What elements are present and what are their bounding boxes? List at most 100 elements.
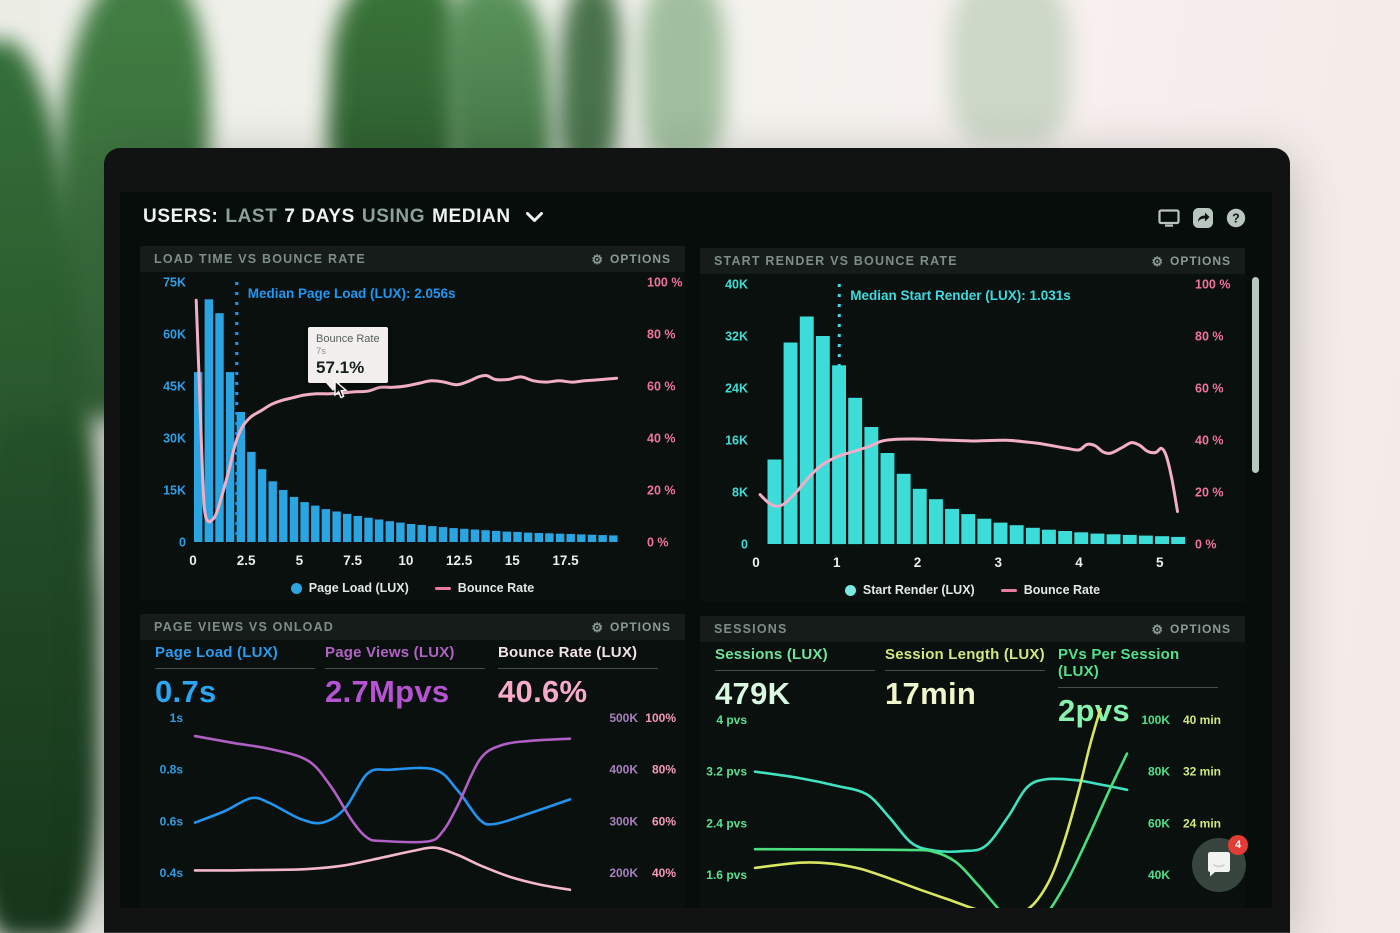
panel-title: START RENDER VS BOUNCE RATE [714,254,958,268]
svg-text:0.4s: 0.4s [160,866,184,880]
metric-page-load: Page Load (LUX) 0.7s [155,644,315,710]
svg-text:40%: 40% [652,866,676,880]
tooltip-x-value: 7s [316,346,327,357]
svg-text:40K: 40K [725,278,748,292]
svg-text:40 %: 40 % [647,432,676,446]
svg-text:2.5: 2.5 [237,553,256,568]
panel-title: PAGE VIEWS VS ONLOAD [154,620,335,634]
svg-text:24 min: 24 min [1183,816,1221,830]
tooltip-series: Bounce Rate [316,333,380,345]
svg-text:0: 0 [179,536,186,550]
svg-text:0.8s: 0.8s [160,763,184,777]
plant-leaf [0,420,100,933]
svg-text:?: ? [1232,211,1240,225]
plant-leaf [950,0,1070,145]
panel-title: SESSIONS [714,622,788,636]
svg-text:4 pvs: 4 pvs [716,713,747,727]
svg-text:3: 3 [994,555,1002,570]
svg-text:10: 10 [398,553,413,568]
svg-text:100 %: 100 % [1195,278,1230,292]
svg-text:0: 0 [752,555,760,570]
start-render-chart[interactable]: 40K 32K 24K 16K 8K 0 100 % 80 % 60 % 40 % 20 % 0 % 0… [700,274,1245,586]
chart-legend: Start Render (LUX) Bounce Rate [700,583,1245,597]
svg-text:0: 0 [189,553,197,568]
panel-title: LOAD TIME VS BOUNCE RATE [154,252,366,266]
display-icon[interactable] [1158,208,1180,228]
svg-text:7.5: 7.5 [343,553,362,568]
svg-text:2.4 pvs: 2.4 pvs [706,816,747,830]
panel-start-render-vs-bounce-rate: START RENDER VS BOUNCE RATE ⚙ OPTIONS 40K… [700,248,1245,602]
tooltip-value: 57.1% [316,358,365,377]
svg-text:45K: 45K [163,380,186,394]
svg-text:15: 15 [505,553,521,568]
panel-header: SESSIONS ⚙ OPTIONS [700,616,1245,642]
svg-text:8K: 8K [732,486,748,500]
svg-text:60K: 60K [1148,816,1170,830]
metrics-row: Sessions (LUX) 479K Session Length (LUX)… [715,646,1235,728]
mouse-cursor [334,380,348,399]
sessions-chart[interactable]: 4 pvs 3.2 pvs 2.4 pvs 1.6 pvs 100K 40 min 80K 3… [700,708,1245,908]
svg-text:60 %: 60 % [1195,382,1224,396]
svg-text:0: 0 [741,538,748,552]
options-button[interactable]: ⚙ OPTIONS [1151,253,1231,269]
svg-text:60 %: 60 % [647,380,676,394]
svg-text:60%: 60% [652,814,676,828]
options-button[interactable]: ⚙ OPTIONS [591,619,671,635]
chat-launcher[interactable]: 4 [1192,835,1248,892]
panel-header: START RENDER VS BOUNCE RATE ⚙ OPTIONS [700,248,1245,274]
dashboard-screen: USERS: LAST 7 DAYS USING MEDIAN [120,192,1272,908]
svg-text:100%: 100% [645,711,676,725]
svg-text:20 %: 20 % [647,484,676,498]
metric-session-length: Session Length (LUX) 17min [885,646,1045,711]
svg-text:80 %: 80 % [647,328,676,342]
panel-header: LOAD TIME VS BOUNCE RATE ⚙ OPTIONS [140,246,685,272]
gear-icon: ⚙ [591,251,604,267]
svg-text:1.6 pvs: 1.6 pvs [706,868,747,882]
svg-text:Median Page Load (LUX): 2.056s: Median Page Load (LUX): 2.056s [248,286,456,301]
metric-pvs-per-session: PVs Per Session (LUX) 2pvs [1058,646,1218,729]
options-button[interactable]: ⚙ OPTIONS [591,251,671,267]
svg-text:17.5: 17.5 [552,553,579,568]
legend-item: Bounce Rate [1000,583,1100,597]
svg-text:80%: 80% [652,763,676,777]
timeframe-selector[interactable]: USERS: LAST 7 DAYS USING MEDIAN [143,206,543,228]
svg-text:16K: 16K [725,434,748,448]
svg-text:80 %: 80 % [1195,330,1224,344]
metric-page-views: Page Views (LUX) 2.7Mpvs [325,644,485,710]
svg-text:20 %: 20 % [1195,486,1224,500]
legend-item: Bounce Rate [434,581,534,595]
tooltip-arrow [326,383,340,391]
svg-text:300K: 300K [609,814,638,828]
page-views-chart[interactable]: 1s 0.8s 0.6s 0.4s 500K 100% 400K 80% 300K 60% 200K… [140,706,685,908]
scrollbar-thumb[interactable] [1252,277,1259,473]
svg-text:32K: 32K [725,330,748,344]
gear-icon: ⚙ [1151,253,1164,269]
svg-text:1: 1 [833,555,841,570]
svg-text:40K: 40K [1148,868,1170,882]
load-time-chart[interactable]: 75K 60K 45K 30K 15K 0 100 % 80 % 60 % 40 % 20 % 0 %… [140,272,685,584]
chat-bubble-icon [1208,852,1230,877]
svg-text:75K: 75K [163,276,186,290]
svg-text:3.2 pvs: 3.2 pvs [706,765,747,779]
svg-text:80K: 80K [1148,765,1170,779]
panel-header: PAGE VIEWS VS ONLOAD ⚙ OPTIONS [140,614,685,640]
help-icon[interactable]: ? [1226,208,1246,228]
svg-text:400K: 400K [609,763,638,777]
share-icon[interactable] [1193,208,1213,228]
svg-text:32 min: 32 min [1183,765,1221,779]
panel-load-time-vs-bounce-rate: LOAD TIME VS BOUNCE RATE ⚙ OPTIONS 75K 60K… [140,246,685,600]
gear-icon: ⚙ [1151,621,1164,637]
svg-text:100 %: 100 % [647,276,682,290]
metric-bounce-rate: Bounce Rate (LUX) 40.6% [498,644,658,710]
svg-text:60K: 60K [163,328,186,342]
svg-text:12.5: 12.5 [446,553,473,568]
svg-text:0.6s: 0.6s [160,814,184,828]
options-button[interactable]: ⚙ OPTIONS [1151,621,1231,637]
svg-text:4: 4 [1075,555,1083,570]
plant-leaf [556,0,624,171]
svg-text:2: 2 [914,555,922,570]
svg-text:30K: 30K [163,432,186,446]
chat-unread-badge: 4 [1228,835,1248,855]
svg-text:100K: 100K [1141,713,1170,727]
